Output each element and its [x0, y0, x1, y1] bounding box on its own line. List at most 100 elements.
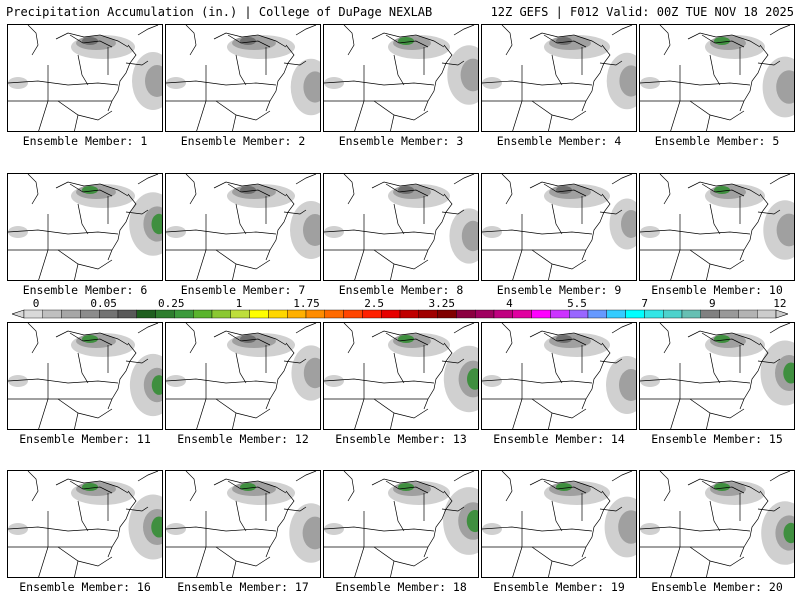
- ensemble-member-map-20: [639, 470, 795, 578]
- colorbar-swatch: [249, 309, 269, 319]
- state-boundaries: [640, 174, 791, 280]
- title-right: 12Z GEFS | F012 Valid: 00Z TUE NOV 18 20…: [490, 5, 794, 19]
- ensemble-member-label: Ensemble Member: 7: [180, 283, 306, 297]
- ensemble-member-map-8: [323, 173, 479, 281]
- ensemble-member-label: Ensemble Member: 4: [496, 134, 622, 148]
- colorbar-swatch: [136, 309, 156, 319]
- state-boundaries: [482, 174, 633, 280]
- colorbar-swatch: [324, 309, 344, 319]
- precip-overlay: [166, 184, 320, 259]
- ensemble-member-map-13: [323, 322, 479, 430]
- colorbar-tick-label: 1: [235, 297, 243, 310]
- state-boundaries: [166, 471, 317, 577]
- state-boundaries: [8, 174, 159, 280]
- ensemble-member-label: Ensemble Member: 10: [651, 283, 783, 297]
- colorbar-swatch: [343, 309, 363, 319]
- ensemble-member-label: Ensemble Member: 16: [19, 580, 151, 594]
- ensemble-member-map-10: [639, 173, 795, 281]
- colorbar-swatch: [61, 309, 81, 319]
- ensemble-member-label: Ensemble Member: 17: [177, 580, 309, 594]
- ensemble-member-label: Ensemble Member: 3: [338, 134, 464, 148]
- colorbar-swatch: [192, 309, 213, 319]
- colorbar-swatch: [475, 309, 495, 319]
- ensemble-member-label: Ensemble Member: 2: [180, 134, 306, 148]
- colorbar-tick-label: 0.25: [158, 297, 185, 310]
- colorbar-swatch: [719, 309, 739, 319]
- ensemble-member-label: Ensemble Member: 9: [496, 283, 622, 297]
- colorbar-tick-label: 1.75: [293, 297, 320, 310]
- colorbar-swatch: [174, 309, 194, 319]
- colorbar-swatch: [23, 309, 43, 319]
- colorbar-swatch: [456, 309, 476, 319]
- state-boundaries: [324, 471, 475, 577]
- colorbar-swatch: [738, 309, 758, 319]
- ensemble-member-map-4: [481, 24, 637, 132]
- colorbar-swatch: [700, 309, 720, 319]
- title-left: Precipitation Accumulation (in.) | Colle…: [6, 5, 433, 19]
- colorbar-swatch: [437, 309, 457, 319]
- colorbar-tick-label: 9: [708, 297, 716, 310]
- colorbar-swatch: [531, 309, 551, 319]
- precip-overlay: [640, 184, 794, 260]
- colorbar-swatch: [587, 309, 607, 319]
- colorbar-swatch: [512, 309, 532, 319]
- colorbar-swatch: [569, 309, 589, 319]
- precip-overlay: [166, 481, 320, 563]
- precip-overlay: [640, 35, 794, 118]
- precip-overlay: [8, 333, 162, 417]
- colorbar-swatch: [757, 309, 777, 319]
- ensemble-member-label: Ensemble Member: 18: [335, 580, 467, 594]
- colorbar-swatch: [644, 309, 664, 319]
- ensemble-member-label: Ensemble Member: 8: [338, 283, 464, 297]
- colorbar-swatch: [550, 309, 570, 319]
- ensemble-member-map-14: [481, 322, 637, 430]
- precip-overlay: [166, 333, 320, 401]
- ensemble-member-map-16: [7, 470, 163, 578]
- colorbar-swatch: [117, 309, 137, 319]
- colorbar-swatch: [399, 309, 419, 319]
- ensemble-member-label: Ensemble Member: 19: [493, 580, 625, 594]
- state-boundaries: [324, 323, 475, 429]
- precip-overlay: [324, 35, 478, 105]
- ensemble-member-label: Ensemble Member: 1: [22, 134, 148, 148]
- ensemble-member-map-5: [639, 24, 795, 132]
- colorbar-swatch: [305, 309, 325, 319]
- state-boundaries: [8, 323, 159, 429]
- state-boundaries: [324, 25, 475, 131]
- precip-overlay: [482, 35, 636, 110]
- ensemble-member-map-2: [165, 24, 321, 132]
- colorbar-max-arrow: [775, 309, 788, 319]
- ensemble-member-map-15: [639, 322, 795, 430]
- ensemble-member-map-12: [165, 322, 321, 430]
- precipitation-colorbar: 0 0.05 0.25 1 1.75 2.5 3.25 4 5.5 7 9 12: [12, 298, 788, 322]
- precip-overlay: [324, 481, 478, 555]
- ensemble-member-map-1: [7, 24, 163, 132]
- state-boundaries: [640, 25, 791, 131]
- precip-overlay: [324, 184, 478, 264]
- colorbar-tick-label: 0: [32, 297, 40, 310]
- colorbar-min-arrow: [12, 309, 25, 319]
- colorbar-tick-label: 7: [641, 297, 648, 310]
- colorbar-swatch: [230, 309, 250, 319]
- ensemble-member-map-7: [165, 173, 321, 281]
- colorbar-swatch: [418, 309, 438, 319]
- state-boundaries: [166, 323, 317, 429]
- precip-overlay: [166, 35, 320, 116]
- colorbar-swatch: [362, 309, 382, 319]
- precip-overlay: [8, 481, 162, 560]
- ensemble-member-label: Ensemble Member: 11: [19, 432, 151, 446]
- state-boundaries: [8, 25, 159, 131]
- ensemble-member-label: Ensemble Member: 20: [651, 580, 783, 594]
- ensemble-member-map-17: [165, 470, 321, 578]
- state-boundaries: [640, 471, 791, 577]
- ensemble-member-label: Ensemble Member: 5: [654, 134, 780, 148]
- precip-overlay: [640, 333, 794, 406]
- colorbar-swatch: [381, 309, 401, 319]
- colorbar-swatch: [681, 309, 701, 319]
- state-boundaries: [166, 174, 317, 280]
- colorbar-swatch: [625, 309, 645, 319]
- precip-overlay: [8, 35, 162, 110]
- state-boundaries: [166, 25, 317, 131]
- colorbar-tick-label: 4: [506, 297, 513, 310]
- precip-overlay: [640, 481, 794, 565]
